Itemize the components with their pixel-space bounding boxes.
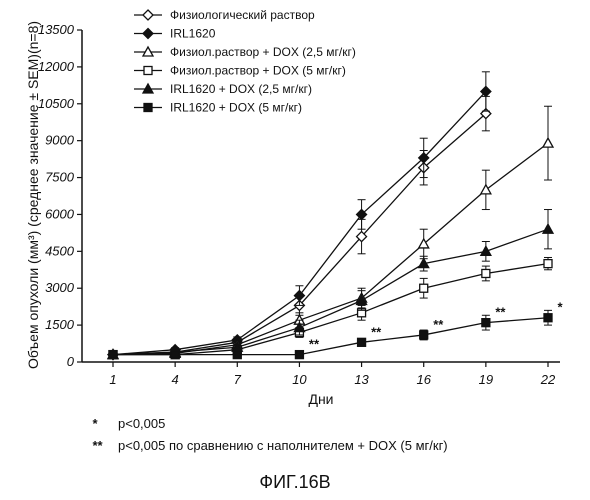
significance-mark: ** xyxy=(433,317,444,332)
legend-item-2: IRL1620 xyxy=(134,27,216,41)
legend-label: IRL1620 + DOX (2,5 мг/кг) xyxy=(170,82,312,96)
y-tick-label: 7500 xyxy=(45,170,75,185)
x-axis-title: Дни xyxy=(308,391,333,407)
significance-mark: * xyxy=(557,300,563,315)
series-line xyxy=(113,229,548,354)
data-point xyxy=(294,291,304,301)
significance-mark: ** xyxy=(308,337,319,352)
significance-mark: ** xyxy=(371,324,382,339)
legend-marker xyxy=(143,29,153,39)
x-tick-label: 10 xyxy=(292,372,307,387)
chart-series xyxy=(108,72,553,360)
data-point xyxy=(420,284,428,292)
legend-label: Физиологический раствор xyxy=(170,8,315,22)
data-point xyxy=(481,185,491,194)
data-point xyxy=(482,269,490,277)
data-point xyxy=(171,351,179,359)
data-point xyxy=(420,331,428,339)
legend-item-1: Физиологический раствор xyxy=(134,8,315,22)
data-point xyxy=(358,338,366,346)
figure-caption: ФИГ.16B xyxy=(0,472,590,493)
data-point xyxy=(481,246,491,255)
legend-label: Физиол.раствор + DOX (2,5 мг/кг) xyxy=(170,45,356,59)
x-tick-label: 1 xyxy=(109,372,116,387)
legend-marker xyxy=(143,10,153,20)
legend-label: Физиол.раствор + DOX (5 мг/кг) xyxy=(170,64,346,78)
x-tick-label: 13 xyxy=(354,372,369,387)
legend-label: IRL1620 xyxy=(170,27,216,41)
y-tick-label: 1500 xyxy=(45,317,75,332)
y-tick-label: 10500 xyxy=(38,96,75,111)
footnote-1-mark: * xyxy=(92,416,118,431)
series-5 xyxy=(108,210,553,359)
data-point xyxy=(543,224,553,233)
chart-legend: Физиологический раствор IRL1620 Физиол.рас… xyxy=(134,8,356,115)
x-tick-label: 7 xyxy=(234,372,242,387)
footnote-1-text: p<0,005 xyxy=(118,416,165,431)
footnote-2: **p<0,005 по сравнению с наполнителем + … xyxy=(92,438,448,453)
data-point xyxy=(233,351,241,359)
series-6 xyxy=(109,310,552,358)
significance-mark: ** xyxy=(495,305,506,320)
legend-label: IRL1620 + DOX (5 мг/кг) xyxy=(170,101,302,115)
x-tick-label: 16 xyxy=(416,372,431,387)
footnote-2-mark: ** xyxy=(92,438,118,453)
legend-item-6: IRL1620 + DOX (5 мг/кг) xyxy=(134,101,302,115)
x-tick-label: 19 xyxy=(479,372,493,387)
y-tick-label: 0 xyxy=(67,354,75,369)
y-axis-title: Объем опухоли (мм³) (среднее значение ± … xyxy=(25,21,41,369)
y-tick-label: 3000 xyxy=(45,280,75,295)
series-4 xyxy=(109,257,552,358)
x-tick-label: 4 xyxy=(172,372,179,387)
legend-item-5: IRL1620 + DOX (2,5 мг/кг) xyxy=(134,82,312,96)
data-point xyxy=(109,351,117,359)
data-point xyxy=(295,351,303,359)
footnote-2-text: p<0,005 по сравнению с наполнителем + DO… xyxy=(118,438,448,453)
y-tick-label: 9000 xyxy=(45,133,75,148)
legend-item-3: Физиол.раствор + DOX (2,5 мг/кг) xyxy=(134,45,356,59)
y-tick-label: 6000 xyxy=(45,206,75,221)
legend-item-4: Физиол.раствор + DOX (5 мг/кг) xyxy=(134,64,346,78)
tumor-volume-chart: 0 1500 3000 4500 6000 7500 9000 10500 12000 13500… xyxy=(0,0,590,430)
y-tick-label: 12000 xyxy=(38,59,75,74)
y-tick-label: 13500 xyxy=(38,22,75,37)
data-point xyxy=(544,260,552,268)
footnote-1: *p<0,005 xyxy=(92,416,165,431)
data-point xyxy=(544,314,552,322)
data-point xyxy=(543,138,553,147)
legend-marker xyxy=(144,67,152,75)
data-point xyxy=(482,319,490,327)
y-tick-label: 4500 xyxy=(45,243,75,258)
legend-marker xyxy=(144,104,152,112)
x-tick-label: 22 xyxy=(540,372,556,387)
